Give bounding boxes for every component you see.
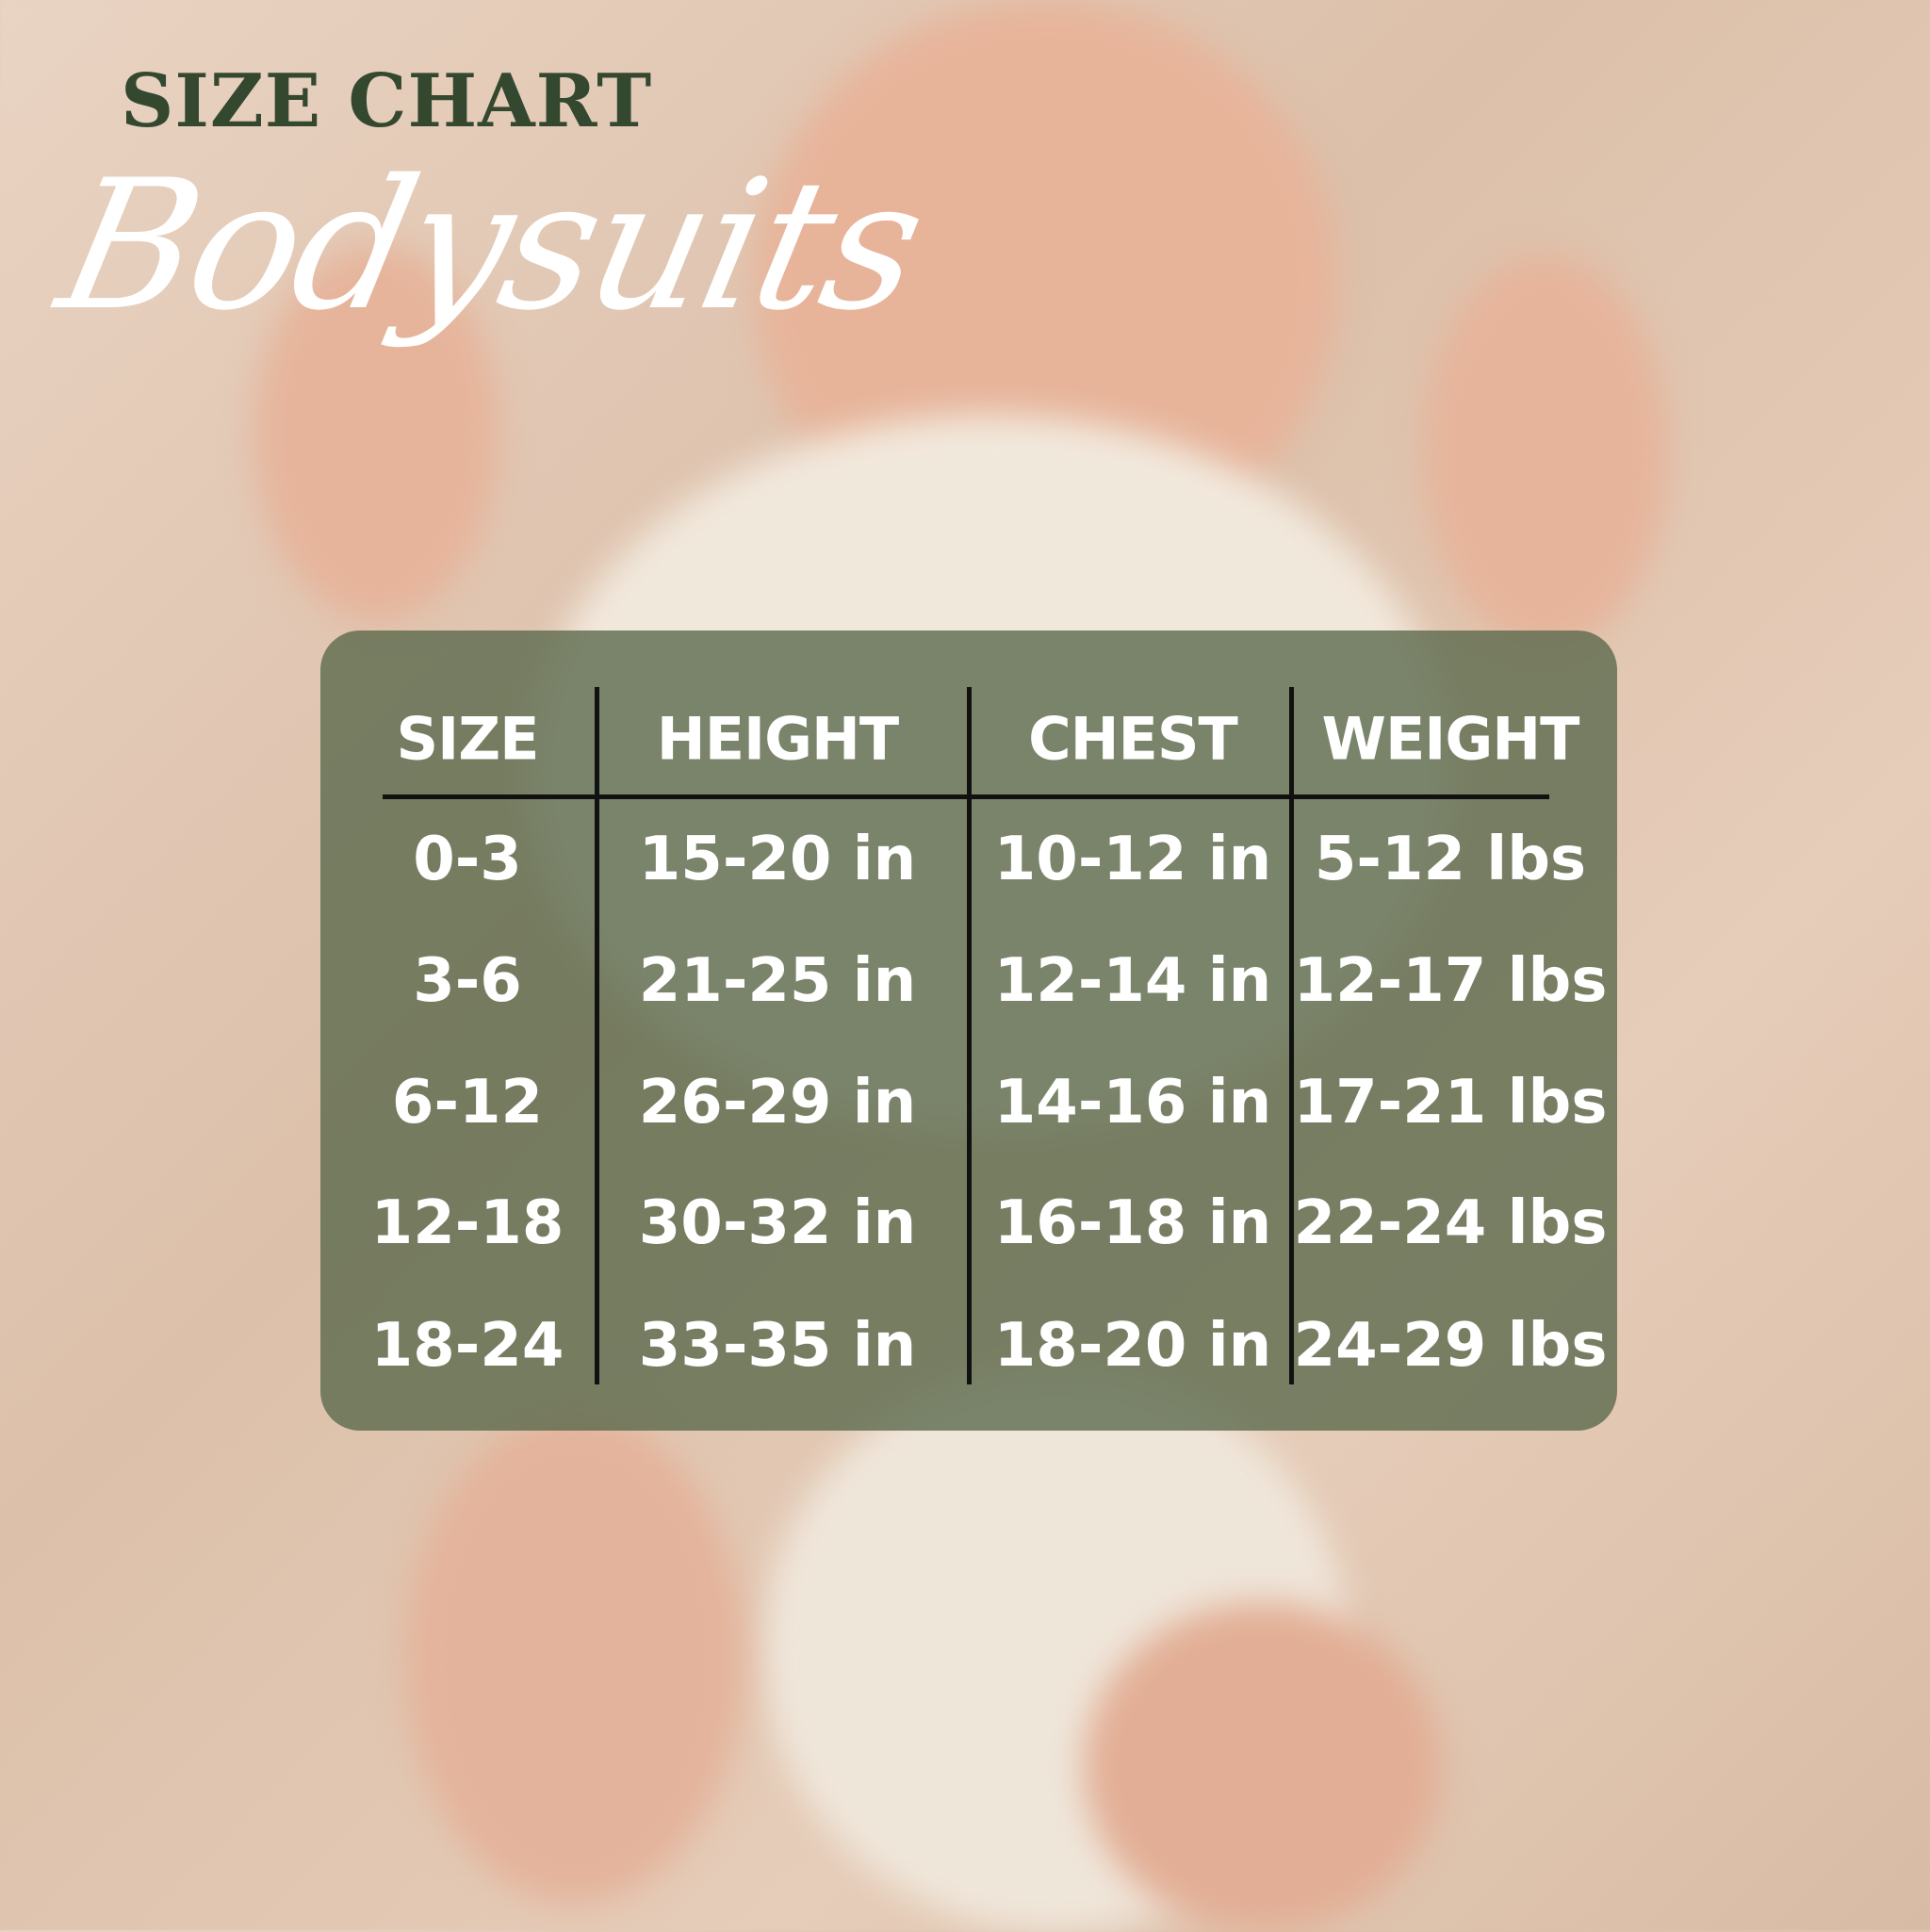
column-header: HEIGHT	[656, 704, 899, 774]
table-cell: 14-16 in	[993, 1068, 1272, 1138]
table-cell: 6-12	[391, 1068, 544, 1138]
table-cell: 24-29 lbs	[1293, 1311, 1608, 1381]
bodysuits-script-title: Bodysuits	[43, 141, 938, 350]
column-divider	[595, 687, 599, 1384]
header-divider	[383, 794, 1549, 799]
column-header: CHEST	[1028, 704, 1238, 774]
table-cell: 17-21 lbs	[1293, 1068, 1608, 1138]
table-cell: 18-24	[370, 1311, 564, 1381]
column-divider	[967, 687, 972, 1384]
table-cell: 10-12 in	[993, 825, 1272, 894]
table-cell: 15-20 in	[638, 825, 917, 894]
table-cell: 12-14 in	[993, 946, 1272, 1016]
table-cell: 21-25 in	[638, 946, 917, 1016]
table-cell: 33-35 in	[638, 1311, 917, 1381]
table-cell: 18-20 in	[993, 1311, 1272, 1381]
table-cell: 22-24 lbs	[1293, 1188, 1608, 1258]
table-cell: 3-6	[413, 946, 522, 1016]
table-cell: 0-3	[413, 825, 522, 894]
table-cell: 5-12 lbs	[1314, 825, 1587, 894]
size-chart-heading: SIZE CHART	[121, 58, 653, 144]
column-divider	[1289, 687, 1294, 1384]
table-cell: 26-29 in	[638, 1068, 917, 1138]
table-cell: 16-18 in	[993, 1188, 1272, 1258]
column-header: WEIGHT	[1321, 704, 1580, 774]
column-header: SIZE	[396, 704, 539, 774]
table-cell: 12-18	[370, 1188, 564, 1258]
table-cell: 12-17 lbs	[1293, 946, 1608, 1016]
table-cell: 30-32 in	[638, 1188, 917, 1258]
